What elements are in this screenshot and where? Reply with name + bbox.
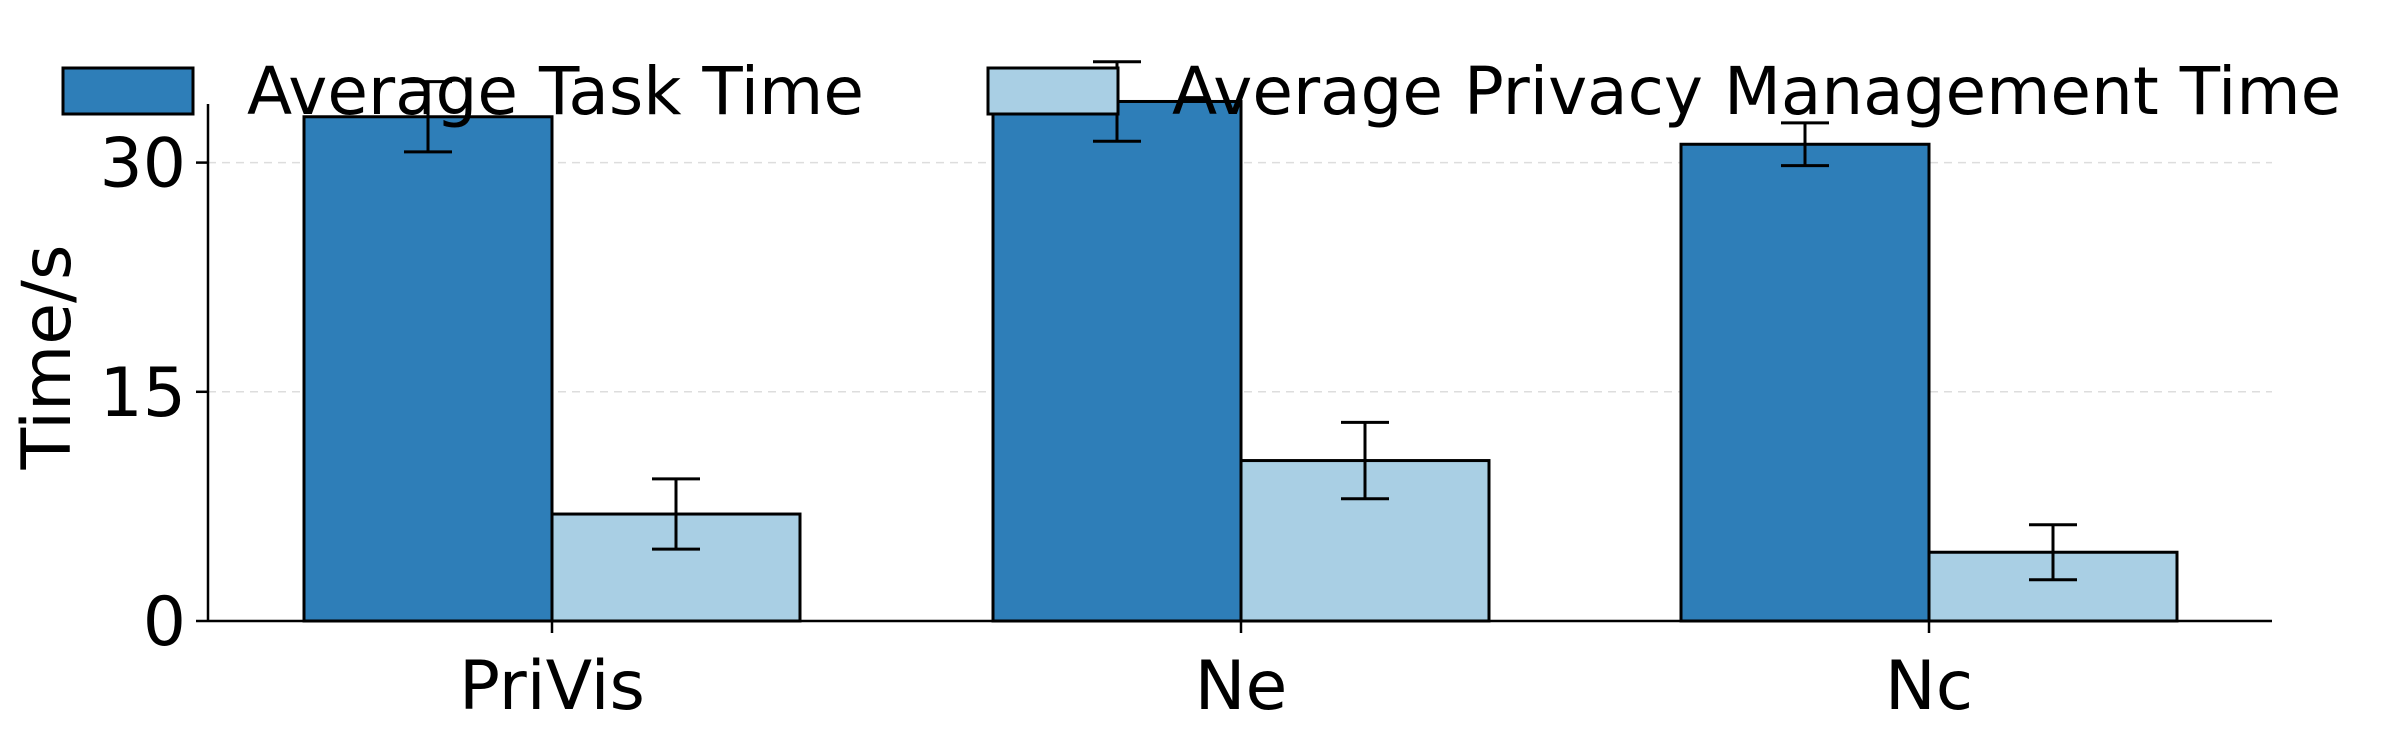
bar [991, 99, 1243, 623]
legend: Average Task Time Average Privacy Managem… [61, 53, 2341, 130]
x-ticks: PriVis Ne Nc [459, 621, 1973, 726]
legend-label: Average Privacy Management Time [1172, 53, 2341, 130]
bar [302, 115, 554, 623]
legend-swatch [986, 66, 1120, 116]
legend-label: Average Task Time [247, 53, 864, 130]
bars [302, 99, 2179, 623]
x-tick-label: Nc [1885, 647, 1973, 726]
legend-swatch [61, 66, 195, 116]
y-tick-label: 0 [143, 583, 186, 662]
bar [1679, 142, 1931, 623]
y-tick-label: 30 [99, 125, 186, 204]
error-bars [404, 60, 2077, 582]
y-tick-label: 15 [99, 354, 186, 433]
y-axis-label: Time/s [8, 245, 87, 471]
x-tick-label: PriVis [459, 647, 645, 726]
x-tick-label: Ne [1195, 647, 1288, 726]
y-ticks: 0 15 30 [99, 125, 208, 662]
